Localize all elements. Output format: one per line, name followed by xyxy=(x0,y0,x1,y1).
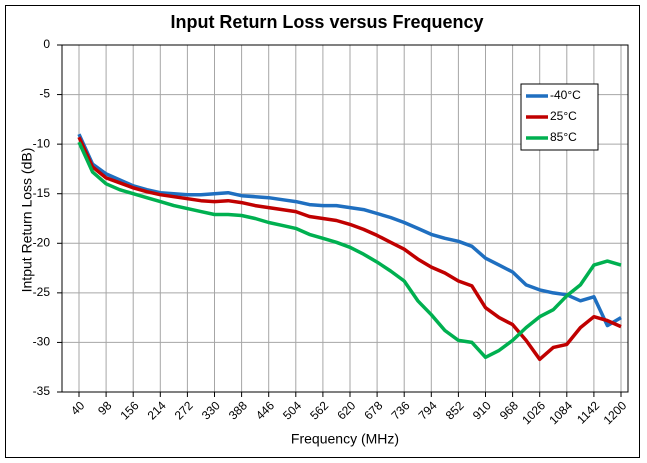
y-tick-label: -10 xyxy=(33,136,51,150)
y-tick-label: -25 xyxy=(33,285,51,299)
plot-frame xyxy=(61,44,629,393)
y-tick-label: -20 xyxy=(33,235,51,249)
legend-label: 25°C xyxy=(550,109,577,123)
y-tick-label: -5 xyxy=(39,87,50,101)
series-line xyxy=(77,141,622,360)
x-axis-label: Frequency (MHz) xyxy=(291,431,399,447)
series-line xyxy=(77,133,622,328)
y-tick-label: 0 xyxy=(43,37,50,51)
legend-label: 85°C xyxy=(550,130,577,144)
chart-title: Input Return Loss versus Frequency xyxy=(170,12,483,32)
y-axis-label: Intput Return Loss (dB) xyxy=(19,148,35,293)
y-tick-label: -35 xyxy=(33,384,51,398)
legend-label: -40°C xyxy=(550,88,581,102)
series-line xyxy=(77,136,622,362)
y-tick-label: -30 xyxy=(33,335,51,349)
y-tick-label: -15 xyxy=(33,186,51,200)
